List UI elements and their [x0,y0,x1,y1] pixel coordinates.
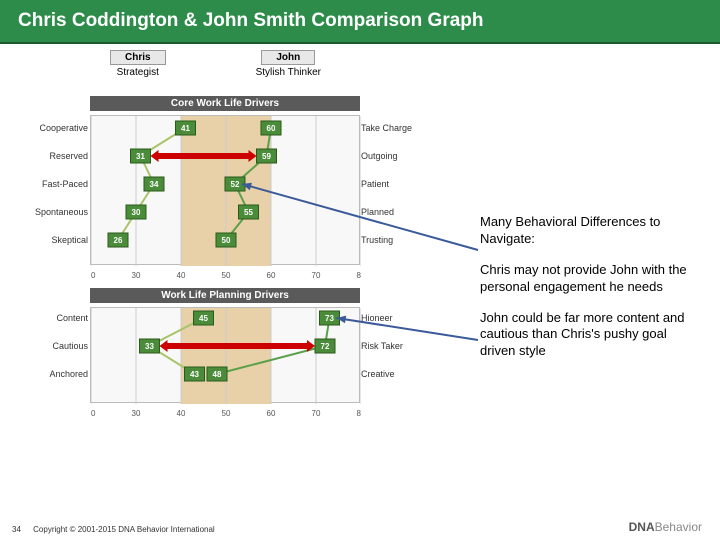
names-row: Chris Strategist John Stylish Thinker [0,44,720,78]
svg-text:30: 30 [132,409,141,418]
svg-text:40: 40 [177,271,186,280]
svg-text:45: 45 [199,314,208,323]
svg-text:43: 43 [190,370,199,379]
svg-text:34: 34 [150,180,159,189]
svg-text:20: 20 [91,271,96,280]
right-label: Planned [361,207,394,217]
logo: DNABehavior [629,520,702,534]
side-p1: Chris may not provide John with the pers… [480,262,700,296]
copyright: Copyright © 2001-2015 DNA Behavior Inter… [33,525,215,534]
left-label: Anchored [49,369,88,379]
person1-block: Chris Strategist [110,50,166,78]
person1-name: Chris [110,50,166,65]
svg-text:41: 41 [181,124,190,133]
right-label: Trusting [361,235,393,245]
svg-text:50: 50 [222,236,231,245]
page-title: Chris Coddington & John Smith Comparison… [0,0,720,44]
svg-text:50: 50 [222,409,231,418]
svg-text:59: 59 [262,152,271,161]
svg-text:48: 48 [213,370,222,379]
page-number: 34 [12,525,21,534]
chart2: ContentCautiousAnchored HioneerRisk Take… [90,307,360,403]
side-p2: John could be far more content and cauti… [480,310,700,361]
svg-text:30: 30 [132,271,141,280]
left-label: Spontaneous [35,207,88,217]
chart1: CooperativeReservedFast-PacedSpontaneous… [90,115,360,265]
svg-text:73: 73 [325,314,334,323]
svg-text:80: 80 [357,271,361,280]
svg-text:50: 50 [222,271,231,280]
svg-text:31: 31 [136,152,145,161]
right-label: Patient [361,179,389,189]
svg-text:60: 60 [267,271,276,280]
logo-bold: DNA [629,520,655,534]
svg-text:80: 80 [357,409,361,418]
footer: 34 Copyright © 2001-2015 DNA Behavior In… [12,525,215,534]
chart1-header: Core Work Life Drivers [90,96,360,111]
left-label: Cautious [52,341,88,351]
svg-text:40: 40 [177,409,186,418]
person2-block: John Stylish Thinker [256,50,321,78]
chart1-container: Core Work Life Drivers CooperativeReserv… [90,96,360,265]
svg-text:72: 72 [321,342,330,351]
right-label: Hioneer [361,313,393,323]
person2-name: John [261,50,315,65]
person2-role: Stylish Thinker [256,67,321,78]
side-commentary: Many Behavioral Differences to Navigate:… [480,214,700,374]
svg-text:52: 52 [231,180,240,189]
side-heading: Many Behavioral Differences to Navigate: [480,214,700,248]
svg-text:30: 30 [132,208,141,217]
left-label: Reserved [49,151,88,161]
svg-text:33: 33 [145,342,154,351]
svg-text:55: 55 [244,208,253,217]
right-label: Creative [361,369,395,379]
svg-text:26: 26 [114,236,123,245]
right-label: Take Charge [361,123,412,133]
svg-text:60: 60 [267,409,276,418]
left-label: Fast-Paced [42,179,88,189]
svg-text:20: 20 [91,409,96,418]
chart2-container: Work Life Planning Drivers ContentCautio… [90,288,360,403]
logo-light: Behavior [655,520,702,534]
left-label: Cooperative [39,123,88,133]
right-label: Risk Taker [361,341,403,351]
content-area: Chris Strategist John Stylish Thinker Co… [0,44,720,78]
chart2-header: Work Life Planning Drivers [90,288,360,303]
svg-text:70: 70 [312,409,321,418]
svg-text:60: 60 [267,124,276,133]
svg-text:70: 70 [312,271,321,280]
left-label: Content [56,313,88,323]
left-label: Skeptical [51,235,88,245]
person1-role: Strategist [110,67,166,78]
right-label: Outgoing [361,151,398,161]
